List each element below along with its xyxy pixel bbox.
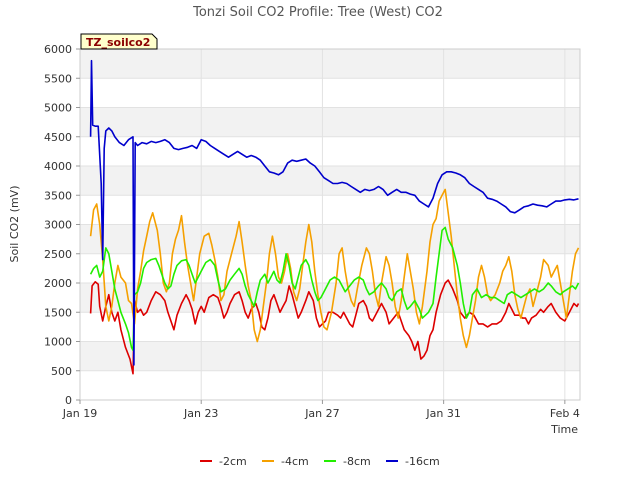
x-tick-label: Feb 4 bbox=[550, 407, 580, 420]
y-axis-title: Soil CO2 (mV) bbox=[8, 186, 21, 263]
legend: -2cm -4cm -8cm -16cm bbox=[200, 455, 440, 468]
chart-title: Tonzi Soil CO2 Profile: Tree (West) CO2 bbox=[192, 5, 443, 20]
y-tick-label: 2500 bbox=[44, 248, 72, 261]
y-tick-label: 1500 bbox=[44, 306, 72, 319]
x-tick-label: Jan 31 bbox=[425, 407, 460, 420]
x-tick-label: Jan 23 bbox=[183, 407, 218, 420]
y-tick-label: 6000 bbox=[44, 43, 72, 56]
axes: 0 500 1000 1500 2000 2500 3000 3500 4000 4500 5000… bbox=[44, 43, 580, 420]
y-tick-label: 3500 bbox=[44, 189, 72, 202]
legend-label: -16cm bbox=[405, 455, 440, 468]
x-tick-label: Jan 27 bbox=[304, 407, 339, 420]
y-tick-label: 3000 bbox=[44, 219, 72, 232]
series-line-minus-8cm bbox=[89, 226, 580, 352]
y-tick-label: 1000 bbox=[44, 336, 72, 349]
legend-label: -4cm bbox=[281, 455, 309, 468]
series-layer bbox=[89, 59, 580, 375]
x-tick-label: Jan 19 bbox=[62, 407, 97, 420]
background-band bbox=[80, 341, 580, 371]
y-tick-label: 5500 bbox=[44, 72, 72, 85]
x-axis-title: Time bbox=[550, 423, 578, 436]
y-tick-label: 4500 bbox=[44, 131, 72, 144]
background-band bbox=[80, 107, 580, 137]
background-band bbox=[80, 283, 580, 313]
background-band bbox=[80, 224, 580, 254]
y-tick-label: 0 bbox=[65, 394, 72, 407]
grid-lines bbox=[79, 48, 580, 401]
badge-label: TZ_soilco2 bbox=[86, 36, 150, 49]
series-line-minus-2cm bbox=[89, 279, 580, 375]
y-tick-label: 2000 bbox=[44, 277, 72, 290]
legend-label: -2cm bbox=[219, 455, 247, 468]
y-tick-label: 4000 bbox=[44, 160, 72, 173]
series-line-minus-16cm bbox=[89, 59, 579, 366]
y-tick-label: 500 bbox=[51, 365, 72, 378]
badge-background bbox=[80, 33, 158, 50]
background-band bbox=[80, 49, 580, 79]
dataset-badge: TZ_soilco2 bbox=[80, 33, 158, 50]
legend-label: -8cm bbox=[343, 455, 371, 468]
y-tick-label: 5000 bbox=[44, 102, 72, 115]
plot-background-bands bbox=[80, 49, 580, 371]
series-line-minus-4cm bbox=[89, 188, 580, 349]
